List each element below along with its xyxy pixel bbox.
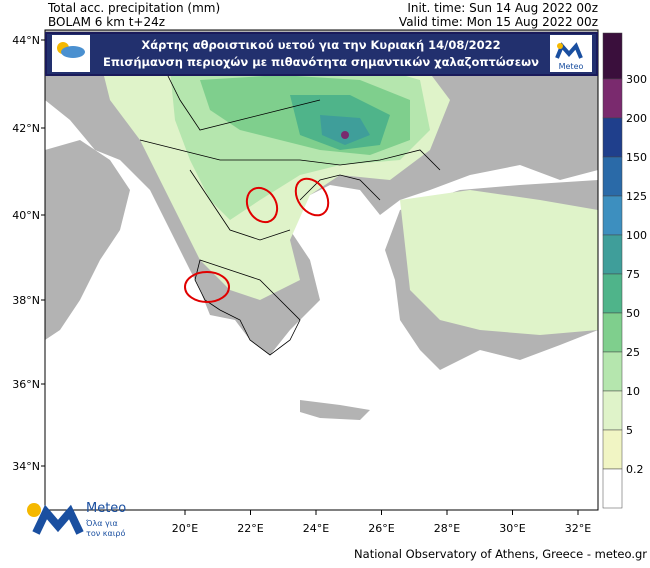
colorbar-label: 125 bbox=[626, 190, 647, 203]
colorbar: 300 200 150 125 100 75 50 25 10 5 0.2 bbox=[602, 32, 647, 509]
header-text: Valid time: Mon 15 Aug 2022 00z bbox=[399, 15, 598, 29]
banner-logo: Meteo bbox=[559, 62, 584, 71]
colorbar-segment bbox=[602, 273, 623, 314]
colorbar-segment bbox=[602, 390, 623, 431]
logo: Meteo Όλα για τον καιρό bbox=[27, 501, 126, 538]
banner-subtitle: Επισήμανση περιοχών με πιθανότητα σημαντ… bbox=[103, 55, 539, 69]
colorbar-segment bbox=[602, 156, 623, 197]
lat-label: 38°N bbox=[12, 294, 40, 307]
lat-label: 34°N bbox=[12, 460, 40, 473]
lon-label: 32°E bbox=[565, 522, 591, 535]
lat-label: 40°N bbox=[12, 209, 40, 222]
lon-label: 26°E bbox=[368, 522, 394, 535]
colorbar-segment bbox=[602, 351, 623, 392]
colorbar-label: 25 bbox=[626, 346, 640, 359]
header-text: BOLAM 6 km t+24z bbox=[48, 15, 165, 29]
colorbar-label: 0.2 bbox=[626, 463, 644, 476]
logo-tagline: Όλα για bbox=[85, 518, 118, 528]
lat-label: 42°N bbox=[12, 122, 40, 135]
logo-tagline: τον καιρό bbox=[86, 528, 125, 538]
lat-label: 44°N bbox=[12, 34, 40, 47]
colorbar-label: 75 bbox=[626, 268, 640, 281]
colorbar-label: 10 bbox=[626, 385, 640, 398]
header-text: Total acc. precipitation (mm) bbox=[47, 1, 220, 15]
footer: National Observatory of Athens, Greece -… bbox=[354, 547, 647, 561]
colorbar-label: 300 bbox=[626, 73, 647, 86]
colorbar-label: 100 bbox=[626, 229, 647, 242]
colorbar-segment bbox=[602, 195, 623, 236]
colorbar-segment bbox=[602, 312, 623, 353]
colorbar-label: 150 bbox=[626, 151, 647, 164]
colorbar-segment bbox=[602, 429, 623, 470]
lon-label: 22°E bbox=[237, 522, 263, 535]
colorbar-label: 5 bbox=[626, 424, 633, 437]
banner-title: Χάρτης αθροιστικού υετού για την Κυριακή… bbox=[141, 38, 500, 52]
header-text: Init. time: Sun 14 Aug 2022 00z bbox=[407, 1, 598, 15]
colorbar-segment bbox=[602, 117, 623, 158]
colorbar-label: 200 bbox=[626, 112, 647, 125]
lat-label: 36°N bbox=[12, 378, 40, 391]
colorbar-segment bbox=[602, 468, 623, 509]
lon-label: 28°E bbox=[434, 522, 460, 535]
colorbar-segment bbox=[602, 234, 623, 275]
colorbar-segment bbox=[602, 32, 623, 80]
lon-label: 30°E bbox=[499, 522, 525, 535]
lon-label: 24°E bbox=[303, 522, 329, 535]
lon-label: 20°E bbox=[172, 522, 198, 535]
colorbar-segment bbox=[602, 78, 623, 119]
logo-name: Meteo bbox=[86, 501, 126, 516]
map bbox=[44, 29, 599, 511]
banner: Meteo Χάρτης αθροιστικού υετού για την Κ… bbox=[45, 32, 598, 76]
colorbar-label: 50 bbox=[626, 307, 640, 320]
